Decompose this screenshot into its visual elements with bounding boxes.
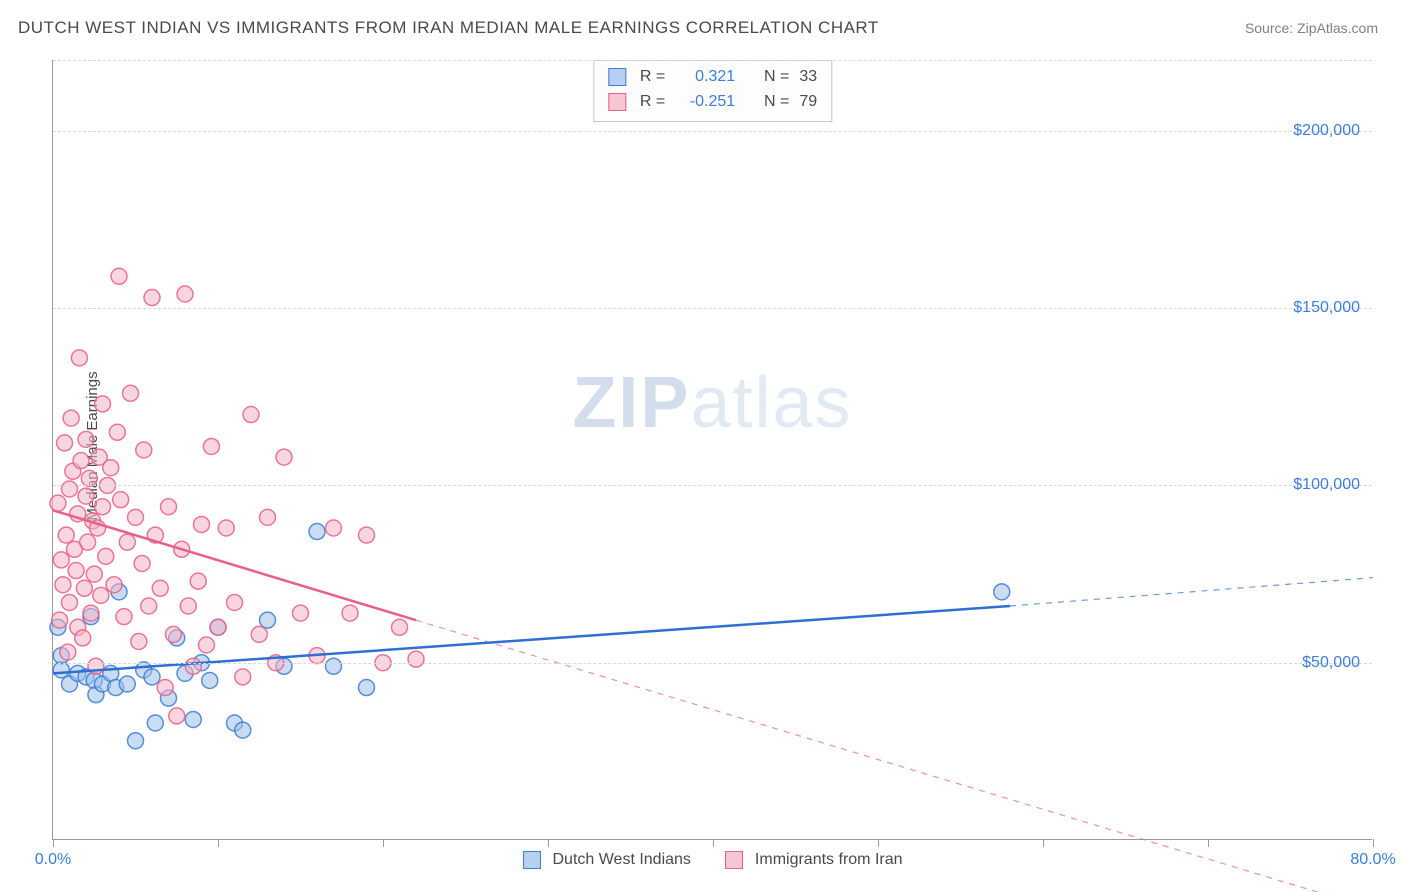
legend-item-blue: Dutch West Indians bbox=[522, 851, 690, 869]
gridline bbox=[53, 60, 1372, 61]
legend-swatch-blue-icon bbox=[522, 851, 540, 869]
x-tick bbox=[218, 839, 219, 847]
swatch-blue-icon bbox=[608, 68, 626, 86]
legend-item-pink: Immigrants from Iran bbox=[725, 851, 903, 869]
gridline bbox=[53, 485, 1372, 486]
x-tick bbox=[53, 839, 54, 847]
gridline bbox=[53, 131, 1372, 132]
x-tick bbox=[1208, 839, 1209, 847]
y-tick-label: $50,000 bbox=[1302, 654, 1360, 672]
chart-svg bbox=[53, 60, 1372, 839]
r-label-pink: R = bbox=[640, 90, 665, 115]
x-tick bbox=[383, 839, 384, 847]
plot-area: ZIPatlas R = 0.321 N = 33 R = -0.251 N =… bbox=[52, 60, 1372, 840]
x-tick bbox=[548, 839, 549, 847]
r-value-pink: -0.251 bbox=[675, 90, 735, 115]
x-tick bbox=[1043, 839, 1044, 847]
legend: Dutch West Indians Immigrants from Iran bbox=[522, 851, 902, 869]
n-value-blue: 33 bbox=[799, 65, 817, 90]
legend-label-pink: Immigrants from Iran bbox=[755, 851, 903, 869]
chart-title: DUTCH WEST INDIAN VS IMMIGRANTS FROM IRA… bbox=[18, 18, 879, 38]
r-value-blue: 0.321 bbox=[675, 65, 735, 90]
source-label: Source: ZipAtlas.com bbox=[1245, 20, 1378, 36]
x-tick bbox=[713, 839, 714, 847]
x-tick-label: 0.0% bbox=[35, 851, 71, 869]
x-tick-label: 80.0% bbox=[1350, 851, 1395, 869]
gridline bbox=[53, 663, 1372, 664]
y-tick-label: $150,000 bbox=[1293, 299, 1360, 317]
n-value-pink: 79 bbox=[799, 90, 817, 115]
y-tick-label: $100,000 bbox=[1293, 476, 1360, 494]
stats-box: R = 0.321 N = 33 R = -0.251 N = 79 bbox=[593, 60, 832, 122]
n-label-pink: N = bbox=[764, 90, 789, 115]
legend-label-blue: Dutch West Indians bbox=[552, 851, 690, 869]
n-label-blue: N = bbox=[764, 65, 789, 90]
stats-row-blue: R = 0.321 N = 33 bbox=[608, 65, 817, 90]
swatch-pink-icon bbox=[608, 93, 626, 111]
r-label-blue: R = bbox=[640, 65, 665, 90]
x-tick bbox=[878, 839, 879, 847]
legend-swatch-pink-icon bbox=[725, 851, 743, 869]
x-tick bbox=[1373, 839, 1374, 847]
gridline bbox=[53, 308, 1372, 309]
stats-row-pink: R = -0.251 N = 79 bbox=[608, 90, 817, 115]
y-tick-label: $200,000 bbox=[1293, 122, 1360, 140]
